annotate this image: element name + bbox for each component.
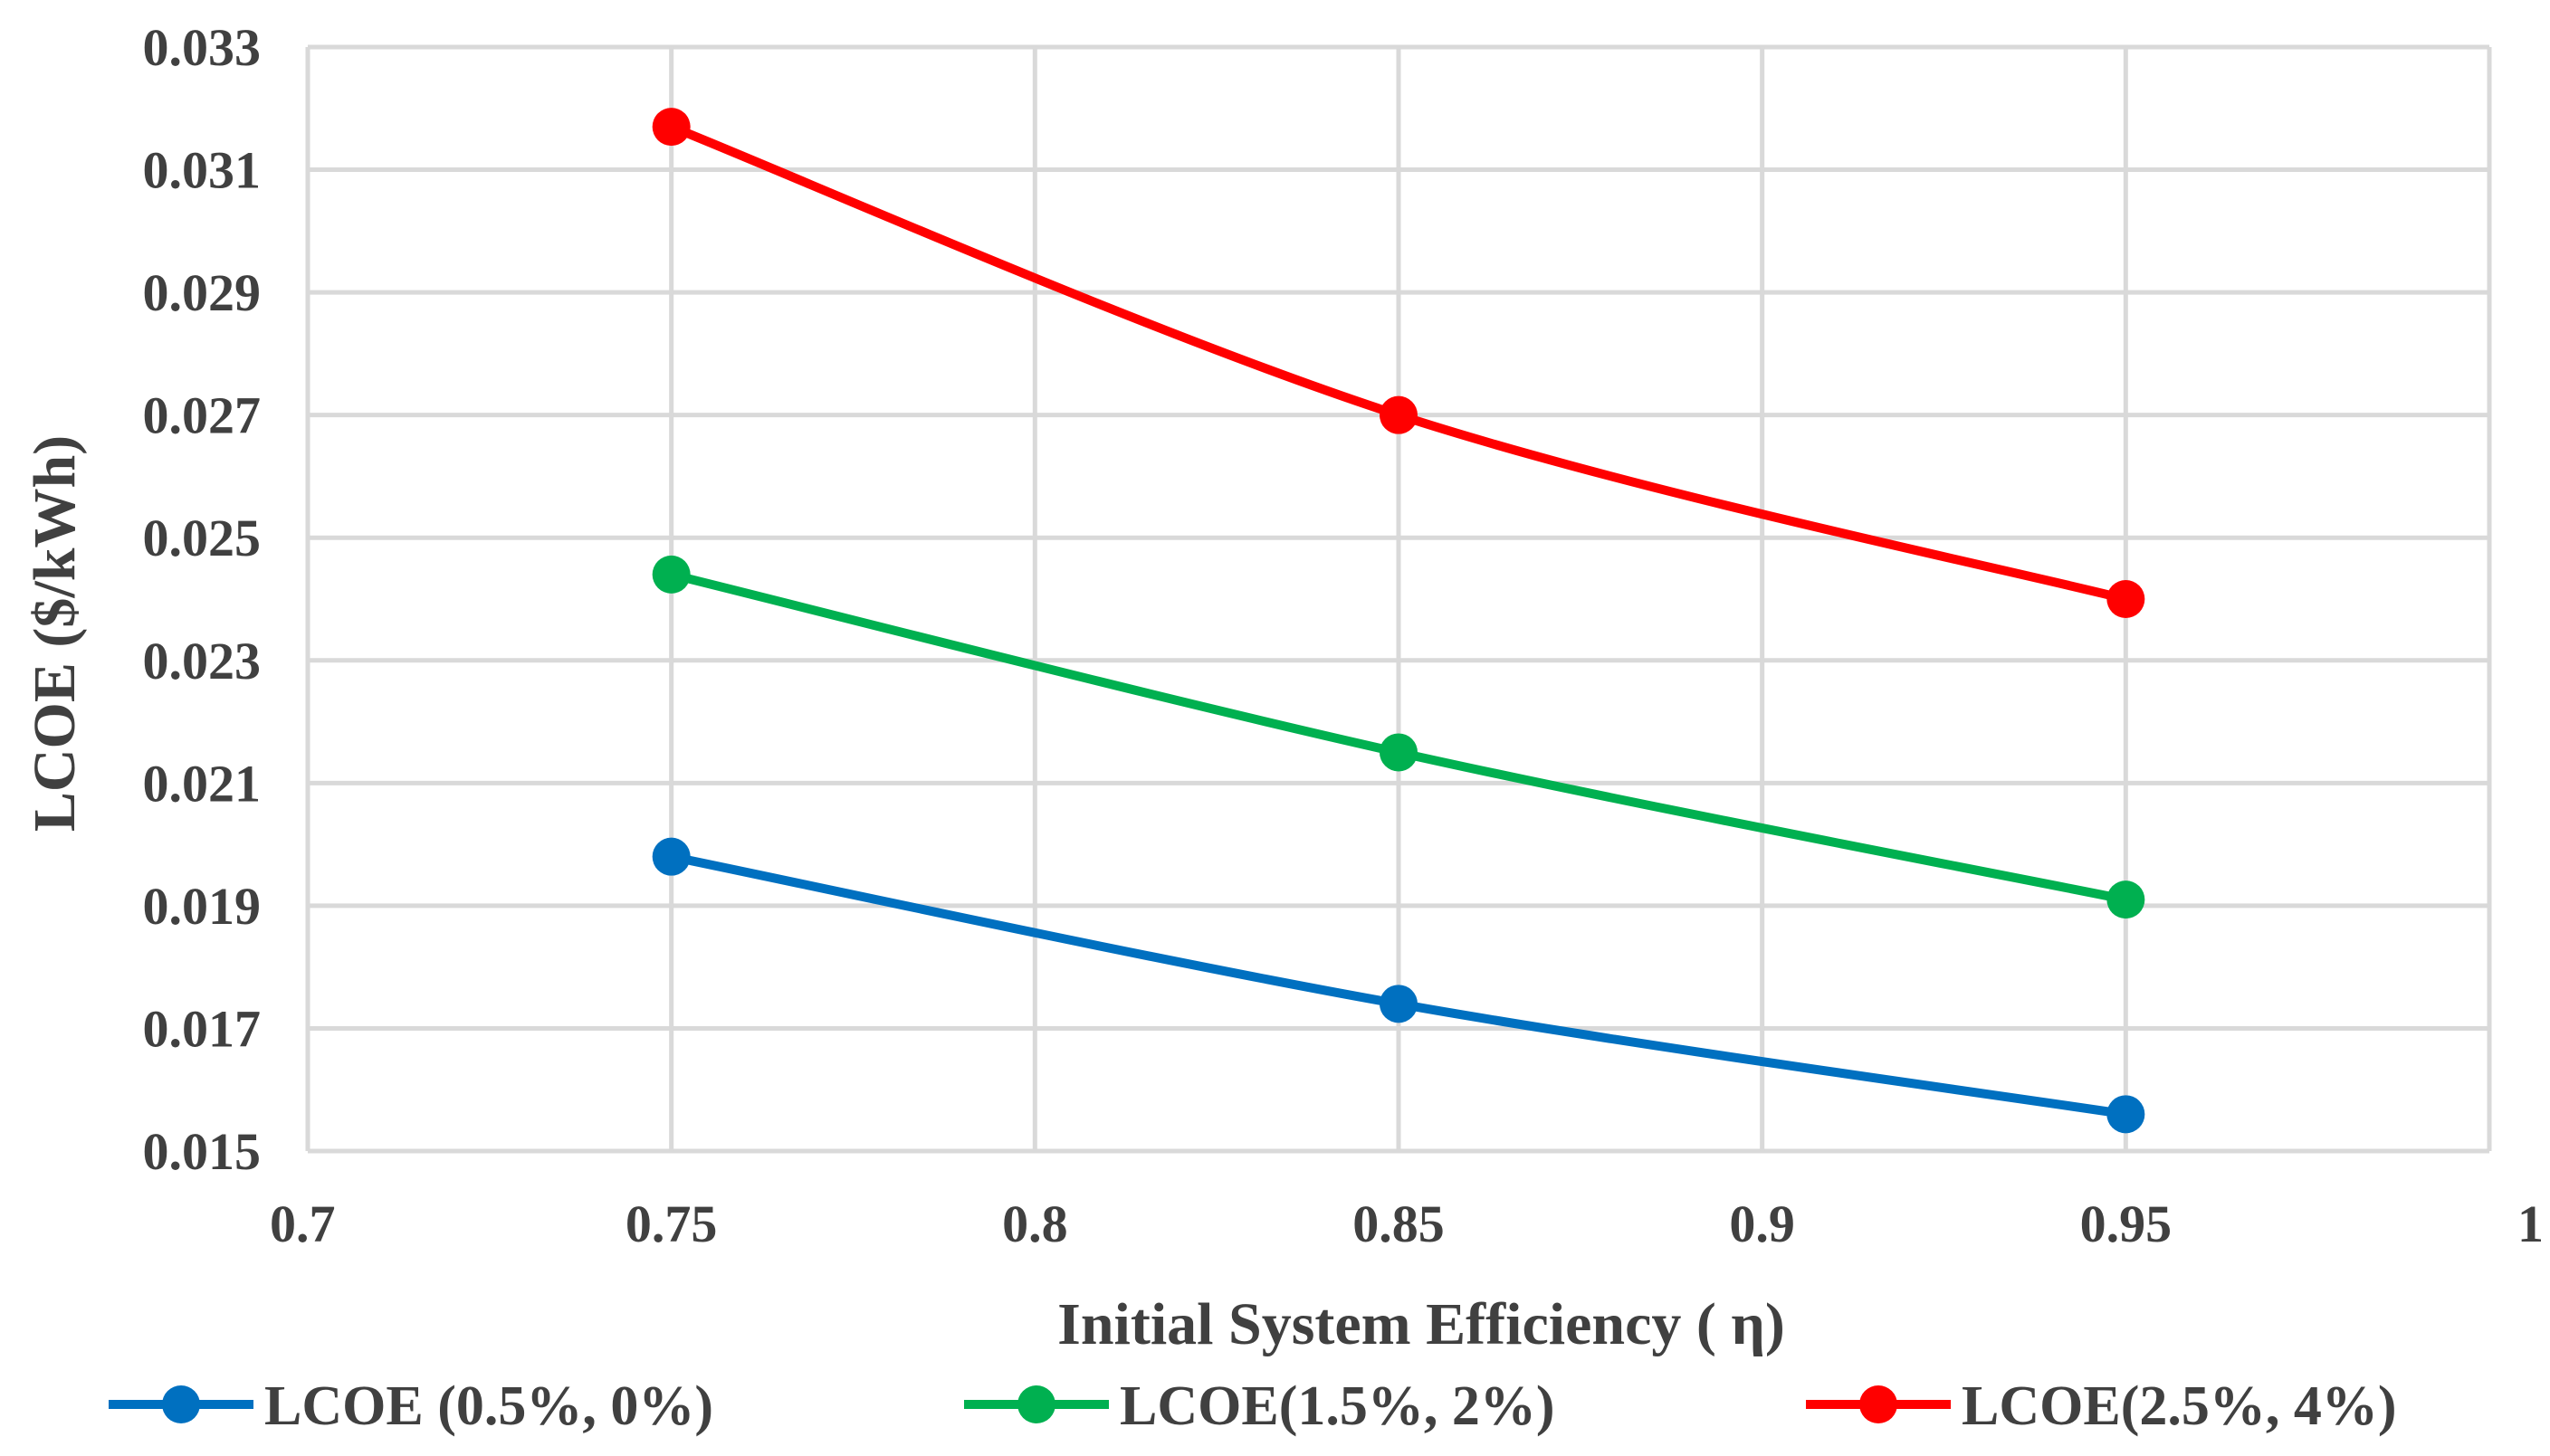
data-point	[2106, 880, 2145, 919]
y-tick-label: 0.019	[143, 877, 262, 936]
x-tick-label: 0.95	[2080, 1194, 2173, 1253]
x-tick-label: 0.75	[626, 1194, 718, 1253]
y-tick-labels: 0.015 0.017 0.019 0.021 0.023 0.025 0.027 0.029…	[143, 18, 262, 1181]
y-axis-title: LCOE ($/kWh)	[22, 435, 88, 832]
y-tick-label: 0.017	[143, 999, 262, 1058]
data-point	[652, 555, 691, 594]
series-layer	[652, 108, 2145, 1134]
data-point	[2106, 580, 2145, 618]
data-point	[1380, 985, 1418, 1023]
x-axis-title: Initial System Efficiency ( η)	[1057, 1291, 1785, 1357]
y-tick-label: 0.025	[143, 509, 262, 567]
y-tick-label: 0.023	[143, 632, 262, 690]
y-tick-label: 0.015	[143, 1122, 262, 1181]
legend-label: LCOE(1.5%, 2%)	[1120, 1375, 1555, 1437]
legend-label: LCOE (0.5%, 0%)	[264, 1375, 713, 1437]
x-tick-label: 0.85	[1352, 1194, 1445, 1253]
data-point	[652, 108, 691, 147]
data-point	[1380, 733, 1418, 772]
data-point	[2106, 1095, 2145, 1134]
y-tick-label: 0.031	[143, 141, 262, 200]
data-point	[1380, 395, 1418, 434]
y-tick-label: 0.021	[143, 754, 262, 813]
data-point	[652, 837, 691, 876]
y-tick-label: 0.033	[143, 18, 262, 77]
legend-marker	[1017, 1385, 1055, 1423]
x-tick-label: 1	[2517, 1194, 2544, 1253]
legend-label: LCOE(2.5%, 4%)	[1962, 1375, 2397, 1437]
y-tick-label: 0.027	[143, 386, 262, 445]
legend-marker	[162, 1385, 200, 1423]
x-tick-label: 0.8	[1002, 1194, 1068, 1253]
x-tick-label: 0.9	[1729, 1194, 1795, 1253]
legend-marker	[1859, 1385, 1897, 1423]
x-tick-label: 0.7	[270, 1194, 336, 1253]
y-tick-label: 0.029	[143, 263, 262, 322]
x-gridlines	[305, 47, 2492, 1151]
legend: LCOE (0.5%, 0%) LCOE(1.5%, 2%) LCOE(2.5%, …	[109, 1375, 2397, 1437]
x-tick-labels: 0.7 0.75 0.8 0.85 0.9 0.95 1	[270, 1194, 2544, 1253]
